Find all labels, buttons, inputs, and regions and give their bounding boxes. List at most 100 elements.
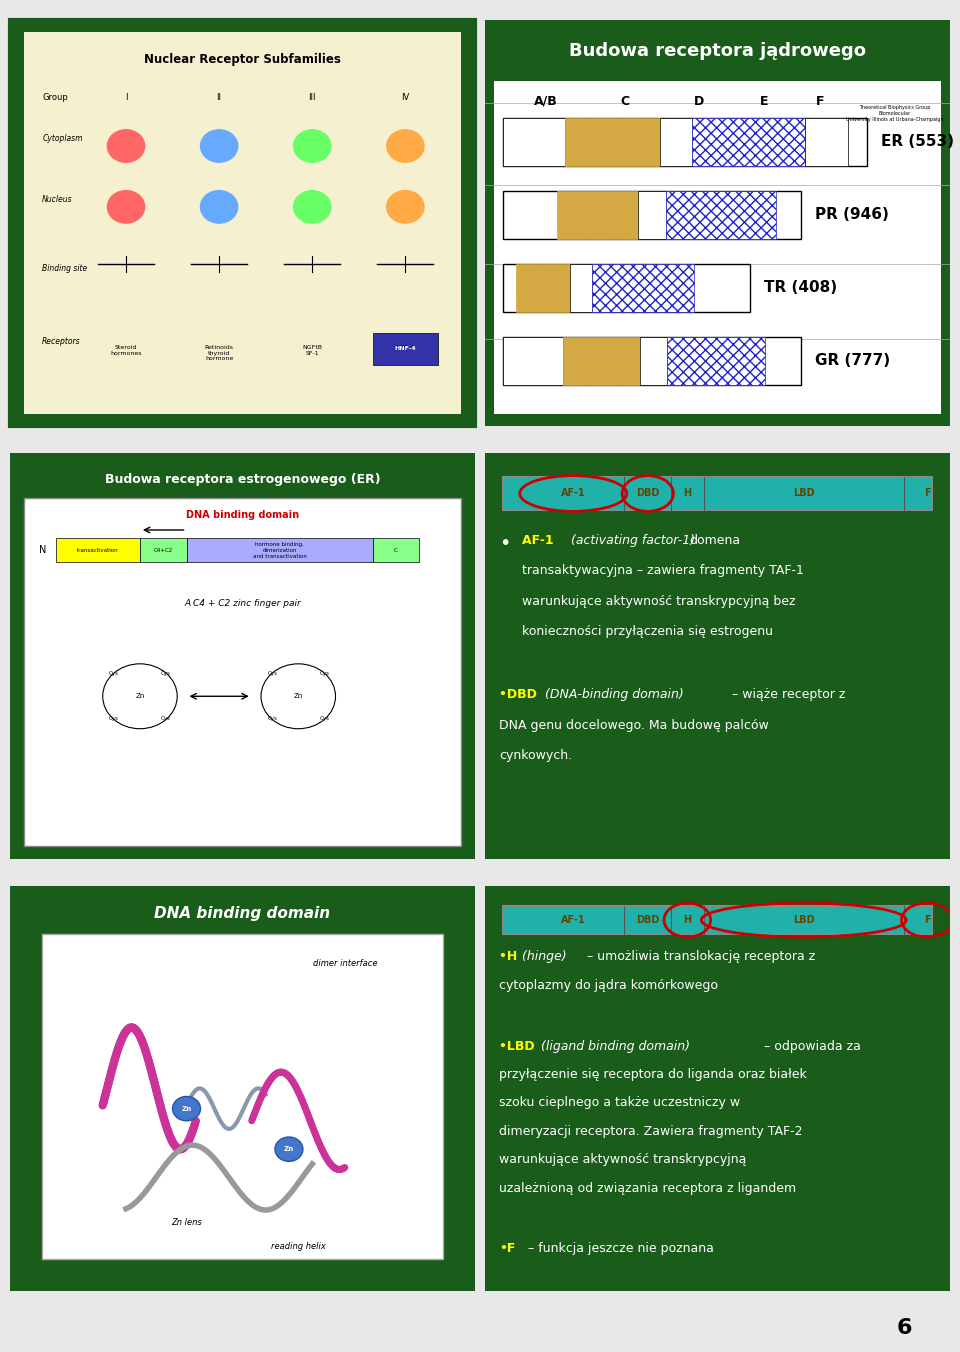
Text: Cys: Cys (108, 671, 119, 676)
Text: transactivation: transactivation (77, 548, 119, 553)
Bar (692, 118, 804, 166)
Text: (hinge): (hinge) (522, 950, 570, 964)
Text: III: III (308, 93, 316, 103)
Circle shape (387, 130, 424, 162)
Text: – umożliwia translokację receptora z: – umożliwia translokację receptora z (588, 950, 815, 964)
Text: AF-1: AF-1 (522, 534, 558, 548)
Circle shape (103, 664, 178, 729)
Text: cynkowych.: cynkowych. (499, 749, 572, 763)
Circle shape (108, 191, 145, 223)
Bar (667, 337, 765, 385)
Text: A C4 + C2 zinc finger pair: A C4 + C2 zinc finger pair (184, 599, 300, 608)
Text: przyłączenie się receptora do liganda oraz białek: przyłączenie się receptora do liganda or… (499, 1068, 806, 1082)
Circle shape (294, 130, 331, 162)
Bar (503, 191, 802, 239)
Text: Cys: Cys (320, 671, 329, 676)
FancyBboxPatch shape (485, 453, 950, 859)
Text: DNA binding domain: DNA binding domain (155, 906, 330, 921)
Bar (565, 118, 660, 166)
Text: dimeryzacji receptora. Zawiera fragmenty TAF-2: dimeryzacji receptora. Zawiera fragmenty… (499, 1125, 803, 1138)
Text: Theoretical Biophysics Group
Biomolecular
University Illinois at Urbana-Champaig: Theoretical Biophysics Group Biomolecula… (846, 105, 944, 122)
Text: Cys: Cys (161, 717, 171, 722)
Circle shape (294, 191, 331, 223)
Bar (503, 118, 565, 166)
Text: Binding site: Binding site (42, 264, 87, 273)
Text: domena: domena (689, 534, 741, 548)
Text: Group: Group (42, 93, 68, 103)
Bar (503, 337, 802, 385)
Circle shape (261, 664, 336, 729)
Bar (186, 538, 372, 562)
Circle shape (275, 1137, 303, 1161)
Text: LBD: LBD (793, 488, 814, 499)
Text: •: • (499, 534, 510, 553)
Text: DNA binding domain: DNA binding domain (186, 510, 299, 519)
Text: C4+C2: C4+C2 (154, 548, 173, 553)
Text: dimer interface: dimer interface (313, 959, 377, 968)
FancyBboxPatch shape (10, 20, 475, 426)
FancyBboxPatch shape (10, 453, 475, 859)
Text: H: H (684, 488, 691, 499)
Text: TR (408): TR (408) (764, 280, 837, 296)
Text: Cys: Cys (267, 717, 277, 722)
Text: Nucleus: Nucleus (42, 195, 73, 204)
FancyBboxPatch shape (10, 886, 475, 1291)
Text: DBD: DBD (636, 915, 660, 925)
Text: Cys: Cys (267, 671, 277, 676)
Text: Nuclear Receptor Subfamilies: Nuclear Receptor Subfamilies (144, 53, 341, 66)
FancyBboxPatch shape (42, 934, 443, 1259)
Text: 6: 6 (897, 1318, 912, 1338)
FancyBboxPatch shape (24, 498, 461, 846)
Text: ER (553): ER (553) (880, 134, 953, 150)
Text: F: F (924, 915, 930, 925)
Text: PR (946): PR (946) (815, 207, 889, 223)
Text: D: D (694, 95, 704, 108)
FancyBboxPatch shape (372, 333, 438, 365)
Text: Receptors: Receptors (42, 337, 81, 346)
Text: (activating factor-1): (activating factor-1) (571, 534, 699, 548)
Text: Zn: Zn (294, 694, 303, 699)
Bar (372, 538, 420, 562)
FancyBboxPatch shape (485, 20, 950, 81)
Text: GR (777): GR (777) (815, 353, 890, 369)
Circle shape (201, 191, 238, 223)
Bar (503, 337, 563, 385)
Text: I: I (125, 93, 128, 103)
Text: DBD: DBD (636, 488, 660, 499)
Text: uzależnioną od związania receptora z ligandem: uzależnioną od związania receptora z lig… (499, 1182, 796, 1195)
Bar (666, 191, 776, 239)
Bar (56, 538, 140, 562)
Bar (804, 118, 849, 166)
Bar (503, 264, 751, 312)
Text: Retinoids
thyroid
hormone: Retinoids thyroid hormone (204, 345, 233, 361)
Text: transaktywacyjna – zawiera fragmenty TAF-1: transaktywacyjna – zawiera fragmenty TAF… (522, 565, 804, 577)
Text: warunkujące aktywność transkrypcyjną: warunkujące aktywność transkrypcyjną (499, 1153, 746, 1167)
Text: •F: •F (499, 1242, 516, 1256)
FancyBboxPatch shape (485, 20, 950, 426)
Bar (557, 191, 638, 239)
Text: cytoplazmy do jądra komórkowego: cytoplazmy do jądra komórkowego (499, 979, 718, 992)
FancyBboxPatch shape (494, 32, 941, 414)
Circle shape (387, 191, 424, 223)
Text: warunkujące aktywność transkrypcyjną bez: warunkujące aktywność transkrypcyjną bez (522, 595, 796, 608)
Text: Zn: Zn (135, 694, 145, 699)
Text: E: E (760, 95, 768, 108)
Text: Cytoplasm: Cytoplasm (42, 134, 83, 143)
Text: konieczności przyłączenia się estrogenu: konieczności przyłączenia się estrogenu (522, 625, 773, 638)
Bar (638, 191, 666, 239)
Text: F: F (924, 488, 930, 499)
Text: LBD: LBD (793, 915, 814, 925)
Text: – funkcja jeszcze nie poznana: – funkcja jeszcze nie poznana (524, 1242, 714, 1256)
Text: HNF-4: HNF-4 (395, 346, 417, 352)
Bar (640, 337, 667, 385)
Text: Cys: Cys (108, 717, 119, 722)
Bar (563, 337, 640, 385)
Text: II: II (217, 93, 222, 103)
Text: HNF-4: HNF-4 (396, 345, 415, 350)
FancyBboxPatch shape (503, 477, 932, 510)
Text: (ligand binding domain): (ligand binding domain) (540, 1040, 694, 1053)
Text: Budowa receptora jądrowego: Budowa receptora jądrowego (569, 42, 866, 59)
Circle shape (173, 1096, 201, 1121)
Circle shape (201, 130, 238, 162)
Bar (660, 118, 692, 166)
